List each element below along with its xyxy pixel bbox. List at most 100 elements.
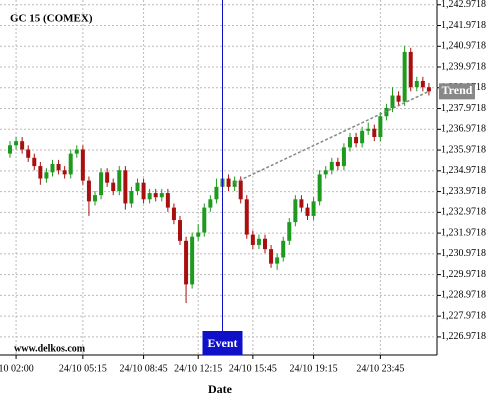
event-label: Event [208,336,238,350]
candle-body [26,149,31,158]
x-tick-label: 10 02:00 [0,363,34,374]
y-tick-label: 1,231.9718 [441,227,486,238]
candle-body [80,149,85,181]
candle-body [141,182,146,200]
y-tick-label: 1,234.9718 [441,165,486,176]
candle-body [323,170,328,175]
candle-body [68,153,73,175]
y-tick-label: 1,229.9718 [441,269,486,280]
candle-body [14,141,19,146]
candle-body [360,130,365,144]
candle-body [38,166,43,179]
candle-body [165,193,170,208]
candle-body [105,172,110,183]
y-tick-label: 1,240.9718 [441,41,486,52]
x-tick-label: 24/10 19:15 [290,363,338,374]
candle-body [74,149,79,154]
candle-body [269,249,274,264]
candle-body [256,238,261,245]
candle-body [348,137,352,148]
y-tick-label: 1,227.9718 [441,310,486,321]
trend-label: Trend [442,83,473,97]
candle-body [299,199,304,208]
candle-body [335,161,340,167]
x-tick-label: 24/10 15:45 [229,363,277,374]
candle-body [117,170,122,191]
y-tick-label: 1,237.9718 [441,103,486,114]
y-tick-label: 1,228.9718 [441,290,486,301]
candle-body [93,195,97,202]
candle-body [147,193,152,200]
trend-line [234,90,430,184]
candle-body [366,128,371,131]
x-tick-label: 24/10 08:45 [120,363,168,374]
candle-body [396,95,401,102]
candle-body [202,207,207,233]
candle-body [293,199,298,223]
candle-body [408,51,413,88]
candle-body [56,164,61,171]
y-tick-label: 1,232.9718 [441,207,486,218]
candle-body [159,193,164,198]
candle-body [390,95,395,108]
candle-body [111,182,116,191]
chart-title: GC 15 (COMEX) [10,13,93,25]
candle-body [86,180,91,202]
candle-body [208,199,213,208]
candle-body [402,51,407,102]
candle-body [232,180,237,187]
candle-body [135,182,140,191]
x-tick-label: 24/10 12:15 [174,363,222,374]
candle-body [238,180,243,200]
event-box [202,331,243,355]
candle-body [263,238,267,250]
y-tick-label: 1,242.9718 [441,0,486,10]
candle-body [226,178,231,187]
y-tick-label: 1,235.9718 [441,144,486,155]
y-tick-label: 1,241.9718 [441,20,486,31]
candle-body [8,145,12,154]
candle-body [426,87,431,92]
y-tick-label: 1,226.9718 [441,331,486,342]
x-axis-label: Date [208,382,233,396]
candle-body [20,141,25,150]
candle-body [62,170,67,175]
candle-body [341,147,346,167]
trend-box [439,83,475,100]
candle-body [196,232,201,237]
candle-body [287,222,292,241]
y-tick-label: 1,236.9718 [441,124,486,135]
candle-body [354,137,359,144]
candle-body [244,199,249,235]
candle-body [214,186,219,200]
candle-body [329,161,334,171]
candle-body [123,170,128,204]
x-tick-label: 24/10 23:45 [356,363,404,374]
candle-body [281,240,286,258]
candle-body [32,157,37,167]
candle-body [153,193,158,198]
watermark: www.delkos.com [14,343,86,354]
y-tick-label: 1,230.9718 [441,248,486,259]
candle-body [184,240,189,285]
candle-body [378,116,383,138]
candle-body [99,172,104,196]
candle-body [50,164,55,173]
candle-body [305,207,310,216]
candle-body [190,236,195,285]
candle-body [275,257,280,264]
candle-body [420,80,425,88]
candle-body [414,80,419,88]
candle-body [44,172,49,179]
x-tick-label: 24/10 05:15 [59,363,107,374]
y-tick-label: 1,239.9718 [441,61,486,72]
candle-body [129,190,134,204]
candle-body [171,207,176,221]
y-tick-label: 1,233.9718 [441,186,486,197]
candle-body [372,128,377,138]
candle-body [311,201,316,216]
candle-body [317,174,322,202]
candle-body [250,234,255,245]
candle-body [178,220,182,241]
